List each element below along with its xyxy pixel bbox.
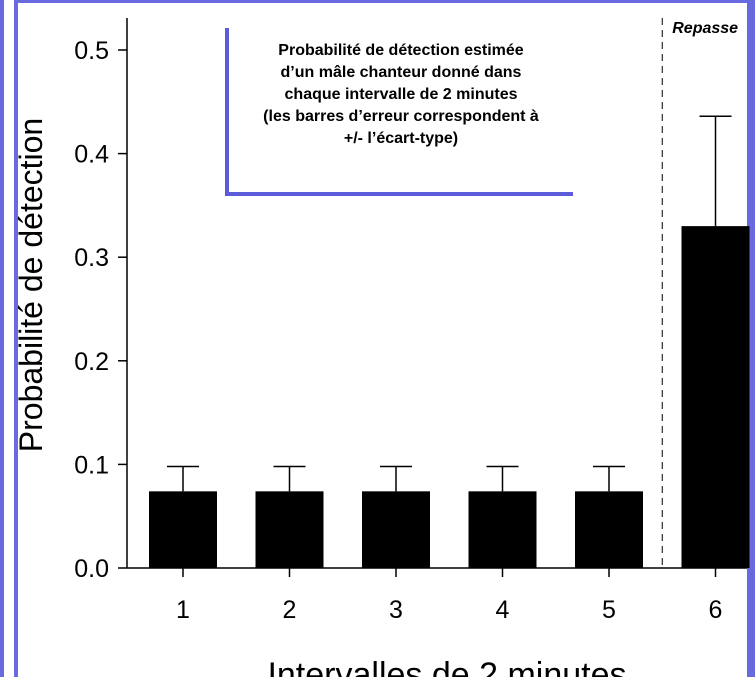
y-tick-label: 0.4 [74,141,109,169]
bar [362,491,430,568]
x-axis-label: Intervalles de 2 minutes [267,656,626,677]
x-tick-label: 1 [176,596,190,624]
bar [681,226,750,568]
y-tick-label: 0.5 [74,37,109,65]
y-tick-label: 0.0 [74,555,109,583]
annotation-line: chaque intervalle de 2 minutes [284,86,518,103]
annotation-line: d’un mâle chanteur donné dans [280,64,522,81]
annotation-line: (les barres d’erreur correspondent à [263,108,539,125]
error-bars-layer [167,115,732,492]
x-tick-label: 4 [496,596,510,624]
frame-right-border [747,0,755,677]
frame-top-border [0,0,755,3]
x-tick-label: 3 [389,596,403,624]
annotation-line: +/- l’écart-type) [343,130,459,147]
bar [149,491,217,568]
frame-inner-margin [4,0,14,677]
labels-layer: 0.0 0.1 0.2 0.3 0.4 0.5 1 2 3 4 5 6 Repasse Probabili… [13,20,738,677]
axis-layer [118,18,747,577]
annotation-line: Probabilité de détection estimée [278,42,524,59]
bar [255,491,324,568]
y-axis-label: Probabilité de détection [13,118,49,452]
y-tick-label: 0.3 [74,244,109,272]
bar [468,491,537,568]
x-tick-label: 5 [602,596,616,624]
section-label: Repasse [672,20,738,37]
bar [575,491,643,568]
x-tick-label: 2 [283,596,297,624]
frame-inner-border [14,3,18,677]
y-tick-label: 0.2 [74,348,109,376]
frame-left-border [0,0,4,677]
bars-layer [149,226,750,568]
y-tick-label: 0.1 [74,451,109,479]
x-tick-label: 6 [709,596,723,624]
chart-annotation-box: Probabilité de détection estimée d’un mâ… [225,28,573,196]
